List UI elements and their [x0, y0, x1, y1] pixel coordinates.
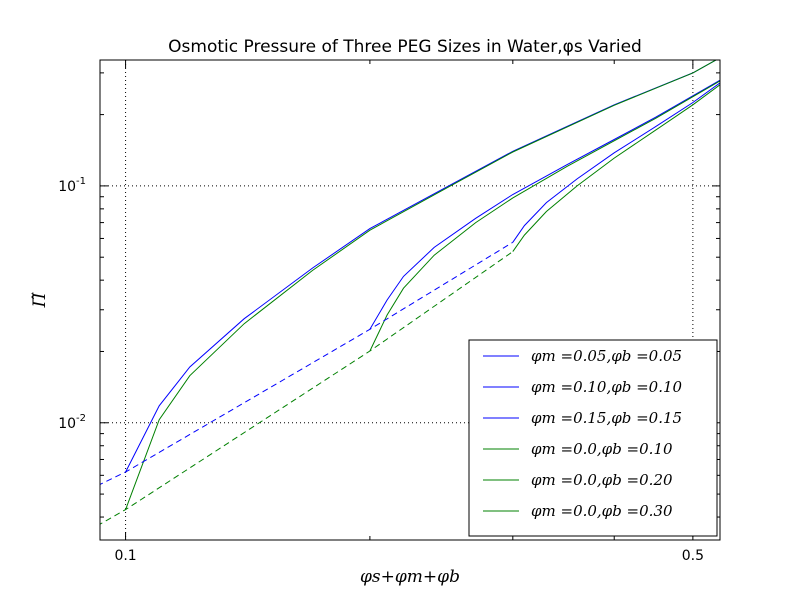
dashed-series-line-7 [100, 251, 514, 525]
x-tick-label: 0.5 [682, 548, 704, 564]
series-line-5 [512, 84, 720, 252]
x-axis-label: φs+φm+φb [360, 567, 460, 587]
y-tick-label: 10-1 [58, 176, 86, 195]
dashed-series-line-6 [100, 241, 514, 486]
legend-label: φm =0.0,φb =0.20 [531, 471, 673, 489]
chart-title: Osmotic Pressure of Three PEG Sizes in W… [168, 37, 642, 57]
y-axis-label: Π̃ [30, 291, 50, 308]
legend-box [468, 339, 718, 537]
y-tick-label: 10-2 [58, 413, 86, 432]
legend-label: φm =0.0,φb =0.30 [531, 502, 673, 520]
legend-label: φm =0.05,φb =0.05 [531, 347, 682, 365]
legend: φm =0.05,φb =0.05 φm =0.10,φb =0.10 φm =0.… [468, 339, 718, 537]
series-group [100, 60, 720, 525]
ticks: 0.1 0.5 10-2 10-1 [58, 60, 720, 564]
legend-label: φm =0.10,φb =0.10 [531, 378, 683, 396]
plot-frame [99, 59, 721, 541]
legend-label: φm =0.15,φb =0.15 [531, 409, 682, 427]
legend-label: φm =0.0,φb =0.10 [531, 440, 673, 458]
x-tick-label: 0.1 [114, 548, 136, 564]
series-line-4 [369, 80, 720, 352]
series-line-2 [512, 82, 720, 243]
series-line-3 [125, 60, 717, 510]
series-line-1 [369, 79, 720, 330]
